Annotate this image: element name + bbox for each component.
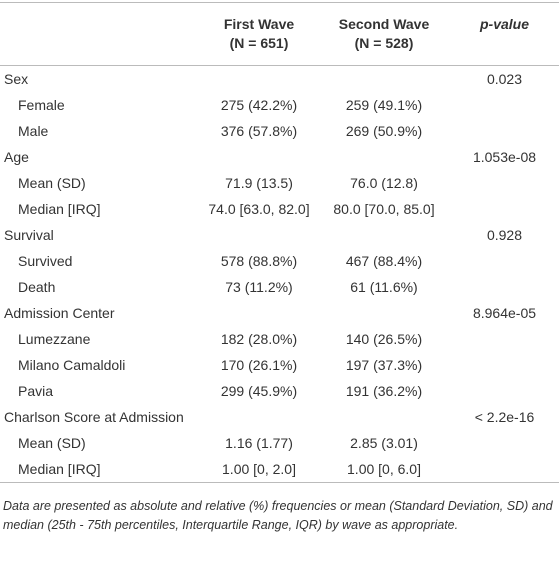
data-row: Lumezzane 182 (28.0%) 140 (26.5%) — [0, 326, 559, 352]
data-row: Female 275 (42.2%) 259 (49.1%) — [0, 92, 559, 118]
empty-cell — [318, 404, 450, 430]
table-header: First Wave (N = 651) Second Wave (N = 528) p… — [0, 2, 559, 66]
row-label: Female — [18, 97, 65, 113]
group-row: Survival 0.928 — [0, 222, 559, 248]
empty-cell — [200, 144, 318, 170]
p-value: 8.964e-05 — [472, 305, 537, 321]
first-wave-cell: 376 (57.8%) — [220, 123, 298, 139]
second-wave-cell: 2.85 (3.01) — [350, 435, 418, 451]
empty-cell — [450, 274, 559, 300]
empty-cell — [450, 118, 559, 144]
empty-cell — [200, 404, 318, 430]
empty-cell — [450, 378, 559, 404]
row-label: Mean (SD) — [18, 435, 86, 451]
footnote: Data are presented as absolute and relat… — [3, 499, 553, 532]
empty-cell — [450, 430, 559, 456]
empty-cell — [450, 248, 559, 274]
group-row: Age 1.053e-08 — [0, 144, 559, 170]
header-cell: p-value — [450, 3, 559, 66]
group-row: Sex 0.023 — [0, 66, 559, 93]
empty-cell — [450, 170, 559, 196]
p-value: < 2.2e-16 — [474, 409, 535, 425]
empty-cell — [318, 66, 450, 93]
row-label: Milano Camaldoli — [18, 357, 126, 373]
header-cell: Second Wave (N = 528) — [318, 3, 450, 66]
empty-cell — [200, 300, 318, 326]
empty-cell — [450, 456, 559, 483]
empty-cell — [318, 222, 450, 248]
table-body: Sex 0.023 Female 275 (42.2%) 259 (49.1%) Male… — [0, 66, 559, 483]
group-label: Sex — [4, 71, 29, 87]
first-wave-cell: 170 (26.1%) — [220, 357, 298, 373]
header-row: First Wave (N = 651) Second Wave (N = 528) p… — [0, 2, 559, 66]
group-label: Charlson Score at Admission — [4, 409, 184, 425]
second-wave-cell: 76.0 (12.8) — [350, 175, 418, 191]
first-wave-cell: 74.0 [63.0, 82.0] — [208, 201, 310, 217]
column-subtitle: (N = 651) — [229, 35, 289, 51]
data-table: First Wave (N = 651) Second Wave (N = 528) p… — [0, 2, 559, 483]
row-label: Lumezzane — [18, 331, 91, 347]
group-label: Survival — [4, 227, 54, 243]
p-value: 1.053e-08 — [472, 149, 537, 165]
second-wave-cell: 140 (26.5%) — [345, 331, 423, 347]
empty-cell — [450, 352, 559, 378]
group-row: Admission Center 8.964e-05 — [0, 300, 559, 326]
group-label: Admission Center — [4, 305, 115, 321]
empty-cell — [200, 66, 318, 93]
second-wave-cell: 191 (36.2%) — [345, 383, 423, 399]
column-title: First Wave — [223, 16, 295, 32]
first-wave-cell: 1.00 [0, 2.0] — [222, 461, 296, 477]
row-label: Death — [18, 279, 56, 295]
row-label: Survived — [18, 253, 73, 269]
data-row: Median [IRQ] 1.00 [0, 2.0] 1.00 [0, 6.0] — [0, 456, 559, 483]
empty-cell — [318, 300, 450, 326]
first-wave-cell: 71.9 (13.5) — [225, 175, 293, 191]
first-wave-cell: 73 (11.2%) — [225, 279, 293, 295]
data-row: Milano Camaldoli 170 (26.1%) 197 (37.3%) — [0, 352, 559, 378]
empty-cell — [200, 222, 318, 248]
first-wave-cell: 275 (42.2%) — [220, 97, 298, 113]
second-wave-cell: 259 (49.1%) — [345, 97, 423, 113]
p-value: 0.928 — [486, 227, 523, 243]
header-cell: First Wave (N = 651) — [200, 3, 318, 66]
row-label: Mean (SD) — [18, 175, 86, 191]
column-subtitle: (N = 528) — [354, 35, 414, 51]
empty-cell — [450, 326, 559, 352]
column-title: Second Wave — [338, 16, 430, 32]
group-row: Charlson Score at Admission < 2.2e-16 — [0, 404, 559, 430]
row-label: Male — [18, 123, 49, 139]
data-row: Pavia 299 (45.9%) 191 (36.2%) — [0, 378, 559, 404]
row-label: Median [IRQ] — [18, 201, 101, 217]
data-row: Mean (SD) 1.16 (1.77) 2.85 (3.01) — [0, 430, 559, 456]
first-wave-cell: 299 (45.9%) — [220, 383, 298, 399]
header-cell — [0, 3, 200, 66]
group-label: Age — [4, 149, 29, 165]
row-label: Median [IRQ] — [18, 461, 101, 477]
p-value: 0.023 — [486, 71, 523, 87]
column-title: p-value — [479, 16, 529, 32]
first-wave-cell: 1.16 (1.77) — [225, 435, 293, 451]
second-wave-cell: 269 (50.9%) — [345, 123, 423, 139]
empty-cell — [450, 196, 559, 222]
data-row: Mean (SD) 71.9 (13.5) 76.0 (12.8) — [0, 170, 559, 196]
second-wave-cell: 61 (11.6%) — [350, 279, 418, 295]
first-wave-cell: 182 (28.0%) — [220, 331, 298, 347]
data-row: Death 73 (11.2%) 61 (11.6%) — [0, 274, 559, 300]
data-row: Survived 578 (88.8%) 467 (88.4%) — [0, 248, 559, 274]
second-wave-cell: 80.0 [70.0, 85.0] — [333, 201, 435, 217]
empty-cell — [318, 144, 450, 170]
second-wave-cell: 467 (88.4%) — [345, 253, 423, 269]
first-wave-cell: 578 (88.8%) — [220, 253, 298, 269]
second-wave-cell: 1.00 [0, 6.0] — [347, 461, 421, 477]
empty-cell — [450, 92, 559, 118]
data-row: Male 376 (57.8%) 269 (50.9%) — [0, 118, 559, 144]
second-wave-cell: 197 (37.3%) — [345, 357, 423, 373]
row-label: Pavia — [18, 383, 54, 399]
data-row: Median [IRQ] 74.0 [63.0, 82.0] 80.0 [70.0,… — [0, 196, 559, 222]
